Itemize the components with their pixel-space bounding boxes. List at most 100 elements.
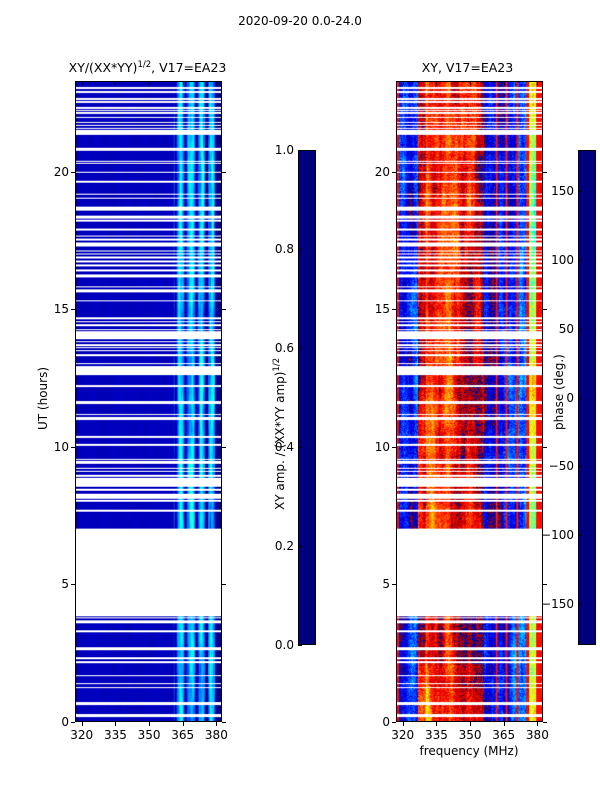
colorbar-tick-mark [578,191,582,193]
x-tick-label: 320 [391,728,415,742]
colorbar-tick-mark [578,466,582,468]
y-tick-mark-right [222,446,226,448]
colorbar-tick-mark [298,348,302,349]
x-tick-label: 350 [458,728,482,742]
x-tick-mark-top [402,81,404,85]
amplitude-colorbar-gradient [299,151,315,644]
x-tick-mark [402,722,404,726]
left-panel-title-main: XY/(XX*YY) [68,60,138,76]
x-tick-label: 335 [424,728,448,742]
y-tick-label: 20 [53,164,69,179]
colorbar-tick-mark [298,150,302,151]
y-tick-mark [392,722,396,723]
colorbar-tick-label: −100 [541,528,574,542]
y-tick-mark-right [543,722,547,723]
x-tick-mark-top [115,81,117,85]
amplitude-colorbar[interactable] [298,150,316,645]
x-tick-mark-top [182,81,184,85]
left-panel-title-exponent: 1/2 [137,60,152,70]
figure-suptitle: 2020-09-20 0.0-24.0 [238,14,362,28]
phase-colorbar-gradient [579,151,595,644]
x-tick-mark-top [537,81,539,85]
colorbar-tick-label: 0.2 [274,539,294,553]
x-tick-mark [149,722,151,726]
y-tick-mark [392,446,396,448]
phase-image [397,82,542,721]
y-tick-mark-right [222,722,226,723]
x-tick-label: 335 [103,728,127,742]
amplitude-colorbar-label: XY amp. / (XX*YY amp)1/2 [272,358,287,510]
x-tick-mark-top [436,81,438,85]
y-tick-label: 5 [382,577,390,592]
y-tick-mark-right [543,584,547,586]
y-tick-mark [71,722,75,723]
colorbar-tick-label: 0.4 [274,440,294,454]
y-tick-label: 15 [53,302,69,317]
phase-heatmap[interactable] [396,81,543,722]
colorbar-tick-mark [298,546,302,547]
y-tick-mark [392,171,396,173]
y-tick-mark-right [543,309,547,311]
colorbar-tick-mark [298,447,302,448]
amplitude-ratio-heatmap[interactable] [75,81,222,722]
phase-colorbar-label: phase (deg.) [552,354,566,430]
x-tick-label: 380 [204,728,228,742]
colorbar-tick-label: 0.8 [274,242,294,256]
y-tick-mark-right [222,309,226,311]
x-tick-mark [81,722,83,726]
y-tick-mark [71,584,75,586]
x-tick-mark [537,722,539,726]
y-tick-label: 5 [61,577,69,592]
y-tick-label: 15 [374,302,390,317]
left-panel-title-tail: , V17=EA23 [151,60,227,76]
colorbar-tick-mark [298,645,302,646]
colorbar-tick-mark [298,249,302,250]
x-tick-mark [216,722,218,726]
x-tick-mark-top [149,81,151,85]
colorbar-tick-label: 0.6 [274,341,294,355]
left-panel-title: XY/(XX*YY)1/2, V17=EA23 [20,60,275,75]
x-tick-label: 350 [137,728,161,742]
x-tick-label: 380 [525,728,549,742]
amplitude-colorbar-label-main: XY amp. / (XX*YY amp) [273,371,287,510]
y-tick-label: 10 [53,439,69,454]
y-tick-mark [392,309,396,311]
colorbar-tick-mark [578,603,582,605]
x-tick-label: 365 [171,728,195,742]
y-tick-mark [71,171,75,173]
y-tick-mark [392,584,396,586]
colorbar-tick-label: 0.0 [274,638,294,652]
left-y-axis-label: UT (hours) [36,366,50,430]
y-tick-label: 10 [374,439,390,454]
colorbar-tick-label: 0 [566,390,574,405]
y-tick-mark-right [222,171,226,173]
x-tick-mark [436,722,438,726]
colorbar-tick-label: 100 [551,253,574,267]
colorbar-tick-label: 50 [558,321,574,336]
x-tick-mark [182,722,184,726]
x-tick-mark-top [503,81,505,85]
right-panel-title: XY, V17=EA23 [421,60,514,75]
x-tick-mark [470,722,472,726]
y-tick-mark-right [222,584,226,586]
y-tick-label: 0 [382,715,390,729]
colorbar-tick-label: −50 [548,459,574,474]
y-tick-mark [71,309,75,311]
x-tick-mark [115,722,117,726]
y-tick-label: 20 [374,164,390,179]
colorbar-tick-mark [578,397,582,399]
y-tick-mark-right [543,446,547,448]
x-tick-label: 365 [492,728,516,742]
colorbar-tick-label: −150 [541,596,574,611]
x-tick-label: 320 [70,728,94,742]
amplitude-colorbar-label-exponent: 1/2 [272,357,282,372]
x-axis-label: frequency (MHz) [419,744,519,758]
colorbar-tick-mark [578,535,582,536]
x-tick-mark-top [470,81,472,85]
colorbar-tick-label: 1.0 [274,143,294,157]
x-tick-mark-top [216,81,218,85]
x-tick-mark [503,722,505,726]
colorbar-tick-mark [578,328,582,330]
y-tick-mark [71,446,75,448]
